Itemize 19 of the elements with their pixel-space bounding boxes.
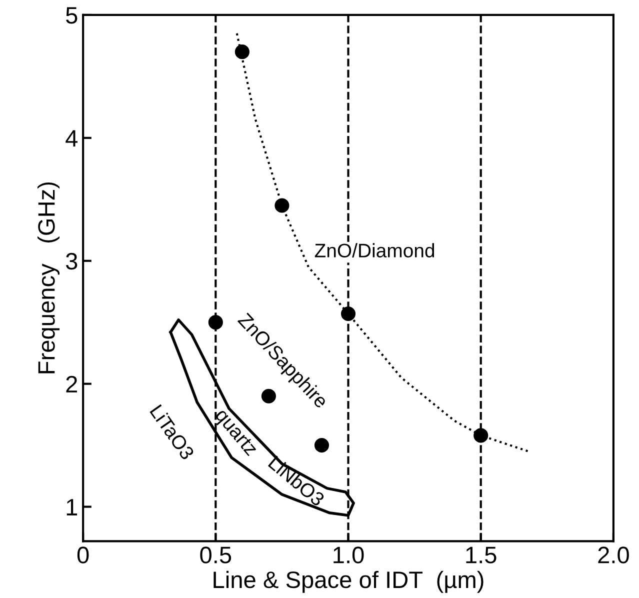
x-tick-label: 0.5 [200, 546, 232, 564]
point [234, 44, 250, 60]
y-tick-label: 1 [66, 499, 78, 516]
y-tick-label: 2 [66, 376, 78, 392]
point [340, 306, 356, 322]
x-tick-label: 1.0 [334, 546, 364, 564]
point [474, 428, 488, 443]
x-tick-label: 0 [77, 546, 89, 564]
y-tick-label: 3 [66, 252, 78, 270]
y-tick-label: 4 [66, 130, 78, 146]
point [314, 438, 330, 453]
x-axis-title: Line & Space of IDT (µm) [214, 570, 484, 593]
x-tick-label: 1.5 [466, 546, 496, 564]
y-tick-label: 5 [66, 7, 78, 24]
text: ZnO/Diamond [314, 243, 434, 258]
y-axis-title: Frequency (GHz) [38, 182, 60, 374]
point [274, 198, 290, 213]
x-tick-label: 2.0 [598, 546, 629, 564]
point [208, 315, 223, 330]
